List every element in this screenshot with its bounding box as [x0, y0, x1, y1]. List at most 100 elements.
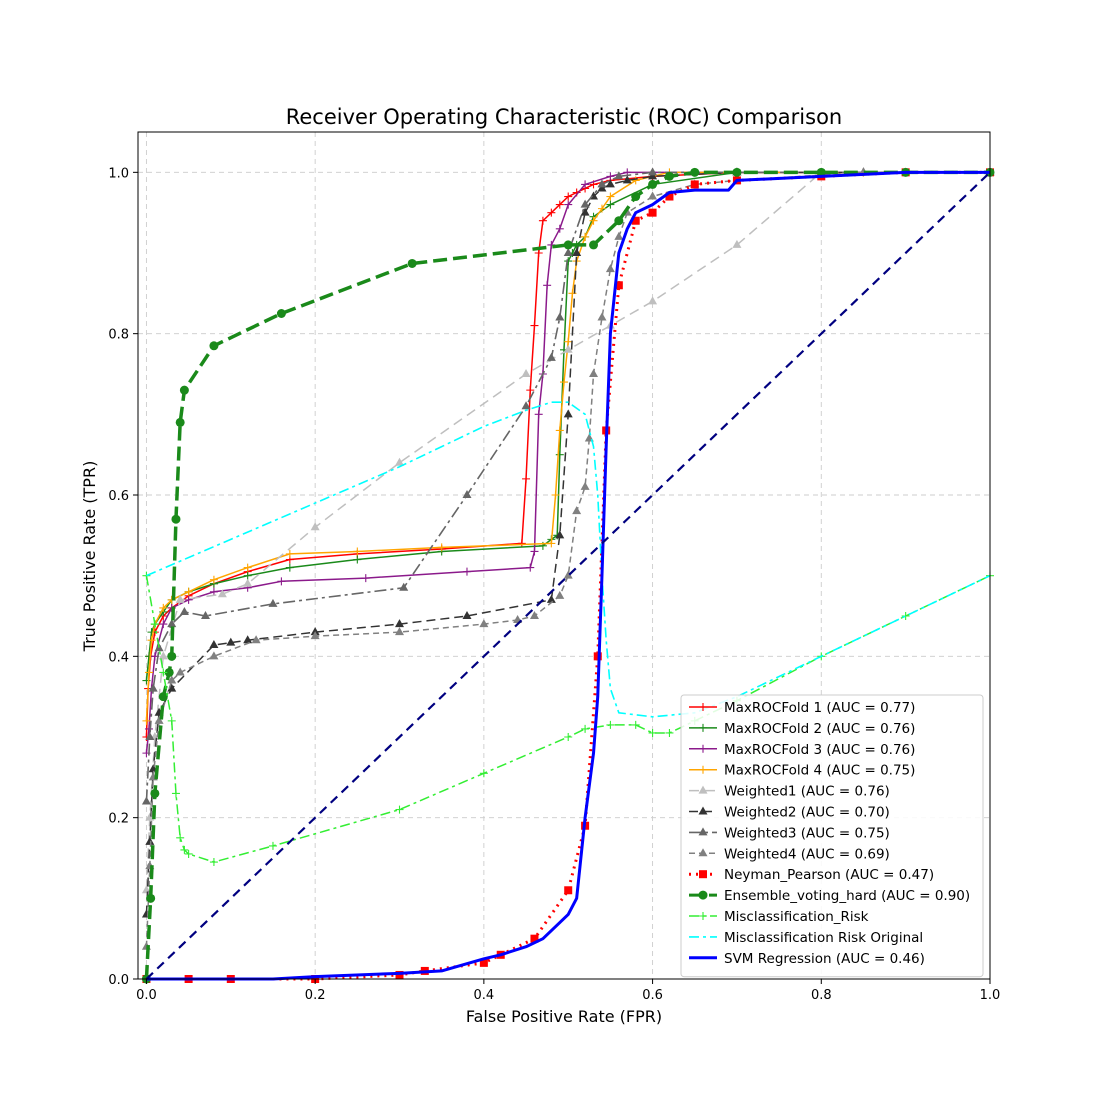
- data-point: [664, 171, 674, 181]
- data-point: [462, 611, 472, 619]
- data-point: [648, 728, 657, 737]
- data-point: [732, 167, 742, 177]
- data-point: [180, 845, 189, 854]
- data-point: [159, 603, 168, 612]
- data-point: [164, 667, 174, 677]
- data-point: [606, 192, 615, 201]
- data-point: [146, 893, 156, 903]
- x-tick-label: 0.0: [136, 988, 157, 1003]
- data-point: [563, 240, 573, 250]
- legend-label: MaxROCFold 2 (AUC = 0.76): [724, 721, 915, 737]
- y-tick-label: 0.2: [108, 812, 129, 827]
- legend-entry: MaxROCFold 4 (AUC = 0.75): [689, 763, 915, 779]
- data-point: [648, 191, 658, 200]
- data-point: [517, 539, 526, 548]
- data-point: [243, 578, 253, 587]
- data-point: [530, 547, 539, 556]
- data-point: [555, 200, 564, 209]
- data-point: [555, 224, 564, 233]
- data-point: [597, 179, 607, 188]
- data-point: [145, 812, 155, 821]
- data-point: [251, 635, 261, 644]
- ticks: 0.0 0.2 0.4 0.6 0.8 1.0 0.0 0.2 0.4 0.6 0.8 1.0: [108, 166, 1000, 1003]
- data-point: [699, 870, 707, 879]
- data-point: [399, 582, 409, 591]
- series-layer: [141, 167, 995, 984]
- data-point: [699, 765, 707, 774]
- data-point: [547, 539, 556, 548]
- legend-entry: MaxROCFold 1 (AUC = 0.77): [689, 700, 915, 716]
- data-point: [564, 257, 573, 266]
- data-point: [564, 733, 573, 741]
- data-point: [285, 549, 294, 558]
- data-point: [580, 199, 590, 208]
- legend-label: Neyman_Pearson (AUC = 0.47): [724, 867, 934, 883]
- data-point: [631, 192, 641, 202]
- data-point: [614, 171, 624, 180]
- series-line: [145, 171, 990, 915]
- legend-label: Weighted3 (AUC = 0.75): [724, 825, 890, 841]
- data-point: [690, 180, 699, 189]
- data-point: [699, 703, 707, 711]
- data-point: [572, 506, 582, 515]
- legend-label: Weighted1 (AUC = 0.76): [724, 784, 890, 800]
- data-point: [589, 216, 598, 225]
- data-point: [521, 401, 531, 410]
- legend-entry: Neyman_Pearson (AUC = 0.47): [689, 867, 934, 883]
- data-point: [538, 216, 547, 225]
- data-point: [175, 417, 185, 427]
- x-tick-label: 0.6: [642, 988, 663, 1003]
- data-point: [184, 849, 193, 858]
- data-point: [732, 239, 742, 248]
- x-axis-label: False Positive Rate (FPR): [466, 1007, 662, 1026]
- x-tick-label: 0.8: [811, 988, 832, 1003]
- legend-entry: Misclassification_Risk: [689, 909, 869, 925]
- data-point: [479, 619, 489, 628]
- data-point: [597, 204, 606, 213]
- data-point: [546, 594, 556, 603]
- data-point: [555, 450, 564, 459]
- data-point: [154, 715, 164, 724]
- y-tick-label: 0.6: [108, 489, 129, 504]
- data-point: [150, 788, 160, 798]
- data-point: [142, 716, 151, 725]
- data-point: [534, 410, 543, 419]
- data-point: [277, 577, 286, 586]
- data-point: [462, 490, 472, 498]
- data-point: [268, 841, 277, 850]
- data-point: [614, 231, 624, 240]
- data-point: [310, 631, 320, 640]
- data-point: [526, 386, 535, 395]
- data-point: [597, 312, 607, 321]
- data-point: [526, 563, 535, 572]
- series-12: [146, 170, 990, 981]
- data-point: [563, 409, 573, 418]
- data-point: [171, 514, 181, 524]
- x-tick-label: 1.0: [980, 988, 1001, 1003]
- data-point: [605, 264, 615, 273]
- legend-entry: Ensemble_voting_hard (AUC = 0.90): [689, 888, 970, 904]
- data-point: [395, 970, 404, 979]
- data-point: [179, 385, 189, 395]
- data-point: [175, 594, 185, 603]
- data-point: [217, 589, 227, 598]
- series-line: [145, 171, 990, 947]
- data-point: [184, 595, 193, 604]
- data-point: [589, 240, 599, 250]
- data-point: [564, 192, 573, 201]
- series-line: [145, 171, 990, 721]
- x-tick-label: 0.4: [474, 988, 495, 1003]
- data-point: [648, 179, 658, 189]
- data-point: [699, 723, 707, 732]
- series-2: [142, 168, 994, 758]
- data-point: [555, 590, 565, 599]
- data-point: [699, 912, 707, 920]
- data-point: [437, 543, 446, 552]
- data-point: [555, 530, 565, 539]
- series-line: [144, 170, 990, 980]
- data-point: [901, 612, 910, 620]
- data-point: [395, 619, 405, 628]
- x-tick-label: 0.2: [305, 988, 326, 1003]
- data-point: [209, 651, 219, 660]
